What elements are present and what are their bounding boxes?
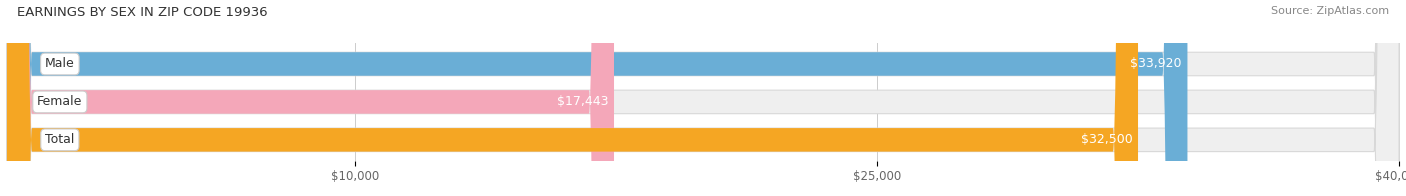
Text: EARNINGS BY SEX IN ZIP CODE 19936: EARNINGS BY SEX IN ZIP CODE 19936 bbox=[17, 6, 267, 19]
Text: Total: Total bbox=[45, 133, 75, 146]
FancyBboxPatch shape bbox=[7, 0, 1399, 196]
FancyBboxPatch shape bbox=[7, 0, 1399, 196]
FancyBboxPatch shape bbox=[7, 0, 1188, 196]
FancyBboxPatch shape bbox=[7, 0, 1137, 196]
Text: Female: Female bbox=[37, 95, 83, 108]
Text: $17,443: $17,443 bbox=[557, 95, 609, 108]
Text: $33,920: $33,920 bbox=[1130, 57, 1182, 71]
Text: $32,500: $32,500 bbox=[1081, 133, 1132, 146]
FancyBboxPatch shape bbox=[7, 0, 614, 196]
Text: Male: Male bbox=[45, 57, 75, 71]
Text: Source: ZipAtlas.com: Source: ZipAtlas.com bbox=[1271, 6, 1389, 16]
FancyBboxPatch shape bbox=[7, 0, 1399, 196]
